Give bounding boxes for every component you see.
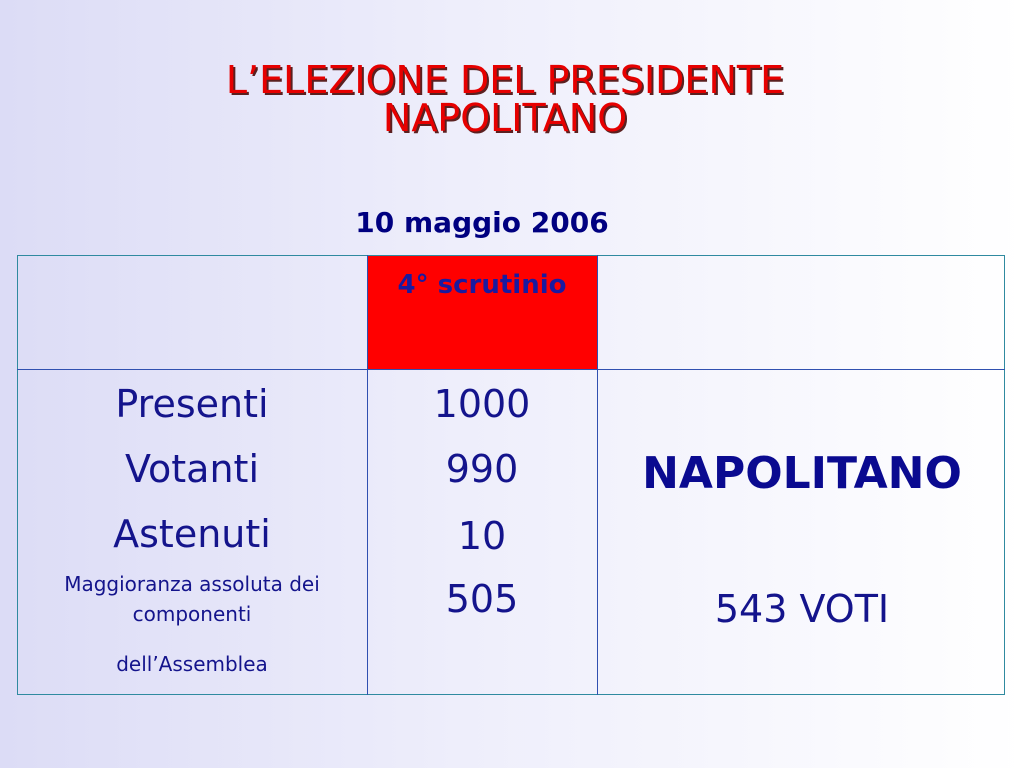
row-label: Presenti [115,382,269,426]
row-label: Votanti [124,447,260,491]
title-line: L’ELEZIONE DEL PRESIDENTE [225,58,785,102]
row-label: dell’Assemblea [116,652,268,676]
votes: 543 VOTI [714,587,890,631]
row-label: componenti [132,602,252,626]
winner: NAPOLITANO [642,448,962,499]
column-divider [367,255,368,695]
row-divider [17,369,1005,370]
row-label: Maggioranza assoluta dei [64,572,320,596]
value: 990 [445,447,519,491]
header-cell [367,255,597,370]
row-label: Astenuti [113,512,271,556]
value: 10 [457,514,507,558]
value: 1000 [433,382,531,426]
column-divider [597,255,598,695]
table [17,255,1005,695]
column-header: 4° scrutinio [397,270,567,300]
value: 505 [445,577,519,621]
title-line: NAPOLITANO [382,96,628,140]
date: 10 maggio 2006 [355,206,609,239]
